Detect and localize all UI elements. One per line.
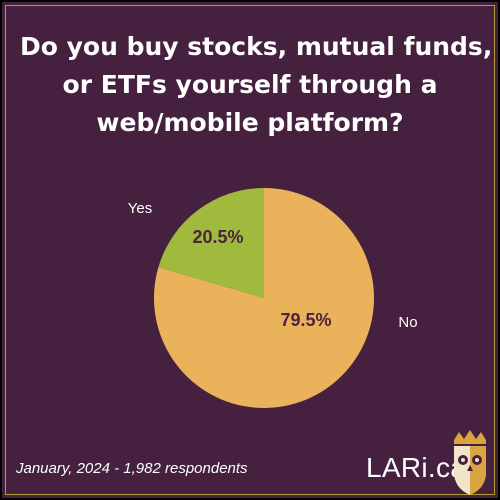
brand-name: LARi.ca [366, 452, 467, 483]
data-label-no: 79.5% [280, 310, 331, 330]
owl-crest-icon [454, 430, 486, 495]
source-note: January, 2024 - 1,982 respondents [16, 460, 248, 477]
category-label-yes: Yes [128, 200, 152, 217]
title-line-1: Do you buy stocks, mutual funds, [20, 32, 493, 61]
title-line-3: web/mobile platform? [96, 108, 404, 137]
title-line-2: or ETFs yourself through a [62, 70, 438, 99]
chart-title: Do you buy stocks, mutual funds, or ETFs… [20, 28, 493, 142]
data-label-yes: 20.5% [192, 227, 243, 247]
gold-border [5, 5, 495, 495]
pie-slice-yes [158, 188, 264, 298]
category-label-no: No [398, 314, 417, 331]
pie-slice-no [153, 188, 374, 409]
